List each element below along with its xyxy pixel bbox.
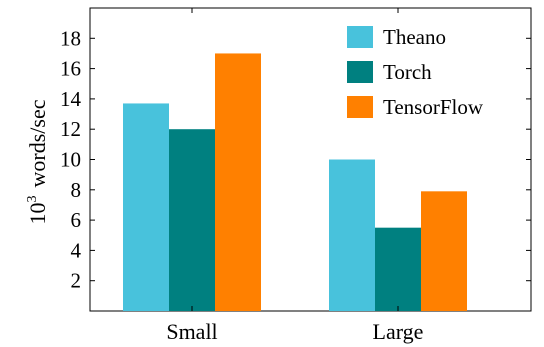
y-tick-label: 8: [71, 178, 82, 202]
y-tick-label: 2: [71, 269, 82, 293]
y-tick-label: 18: [60, 26, 81, 50]
y-tick-label: 4: [71, 238, 82, 262]
legend-label-tensorflow: TensorFlow: [383, 95, 484, 119]
bar-tensorflow-large: [421, 191, 467, 311]
bar-theano-small: [123, 103, 169, 311]
y-axis-ticks: 2 4 6 8 10 12 14 16 18: [60, 26, 531, 293]
bar-theano-large: [329, 159, 375, 311]
bars: [123, 53, 467, 311]
y-tick-label: 10: [60, 148, 81, 172]
legend-label-theano: Theano: [383, 25, 446, 49]
legend: Theano Torch TensorFlow: [347, 25, 484, 119]
x-axis-ticks: Small Large: [166, 8, 423, 344]
x-tick-label: Small: [166, 319, 217, 344]
bar-torch-large: [375, 227, 421, 311]
bar-tensorflow-small: [215, 53, 261, 311]
legend-swatch-theano: [347, 26, 373, 48]
y-tick-label: 14: [60, 87, 82, 111]
legend-label-torch: Torch: [383, 60, 432, 84]
y-tick-label: 16: [60, 57, 81, 81]
y-tick-label: 12: [60, 117, 81, 141]
x-tick-label: Large: [373, 319, 424, 344]
y-axis-label: 103words/sec: [25, 99, 50, 224]
y-tick-label: 6: [71, 208, 82, 232]
legend-swatch-torch: [347, 61, 373, 83]
legend-swatch-tensorflow: [347, 96, 373, 118]
bar-torch-small: [169, 129, 215, 311]
